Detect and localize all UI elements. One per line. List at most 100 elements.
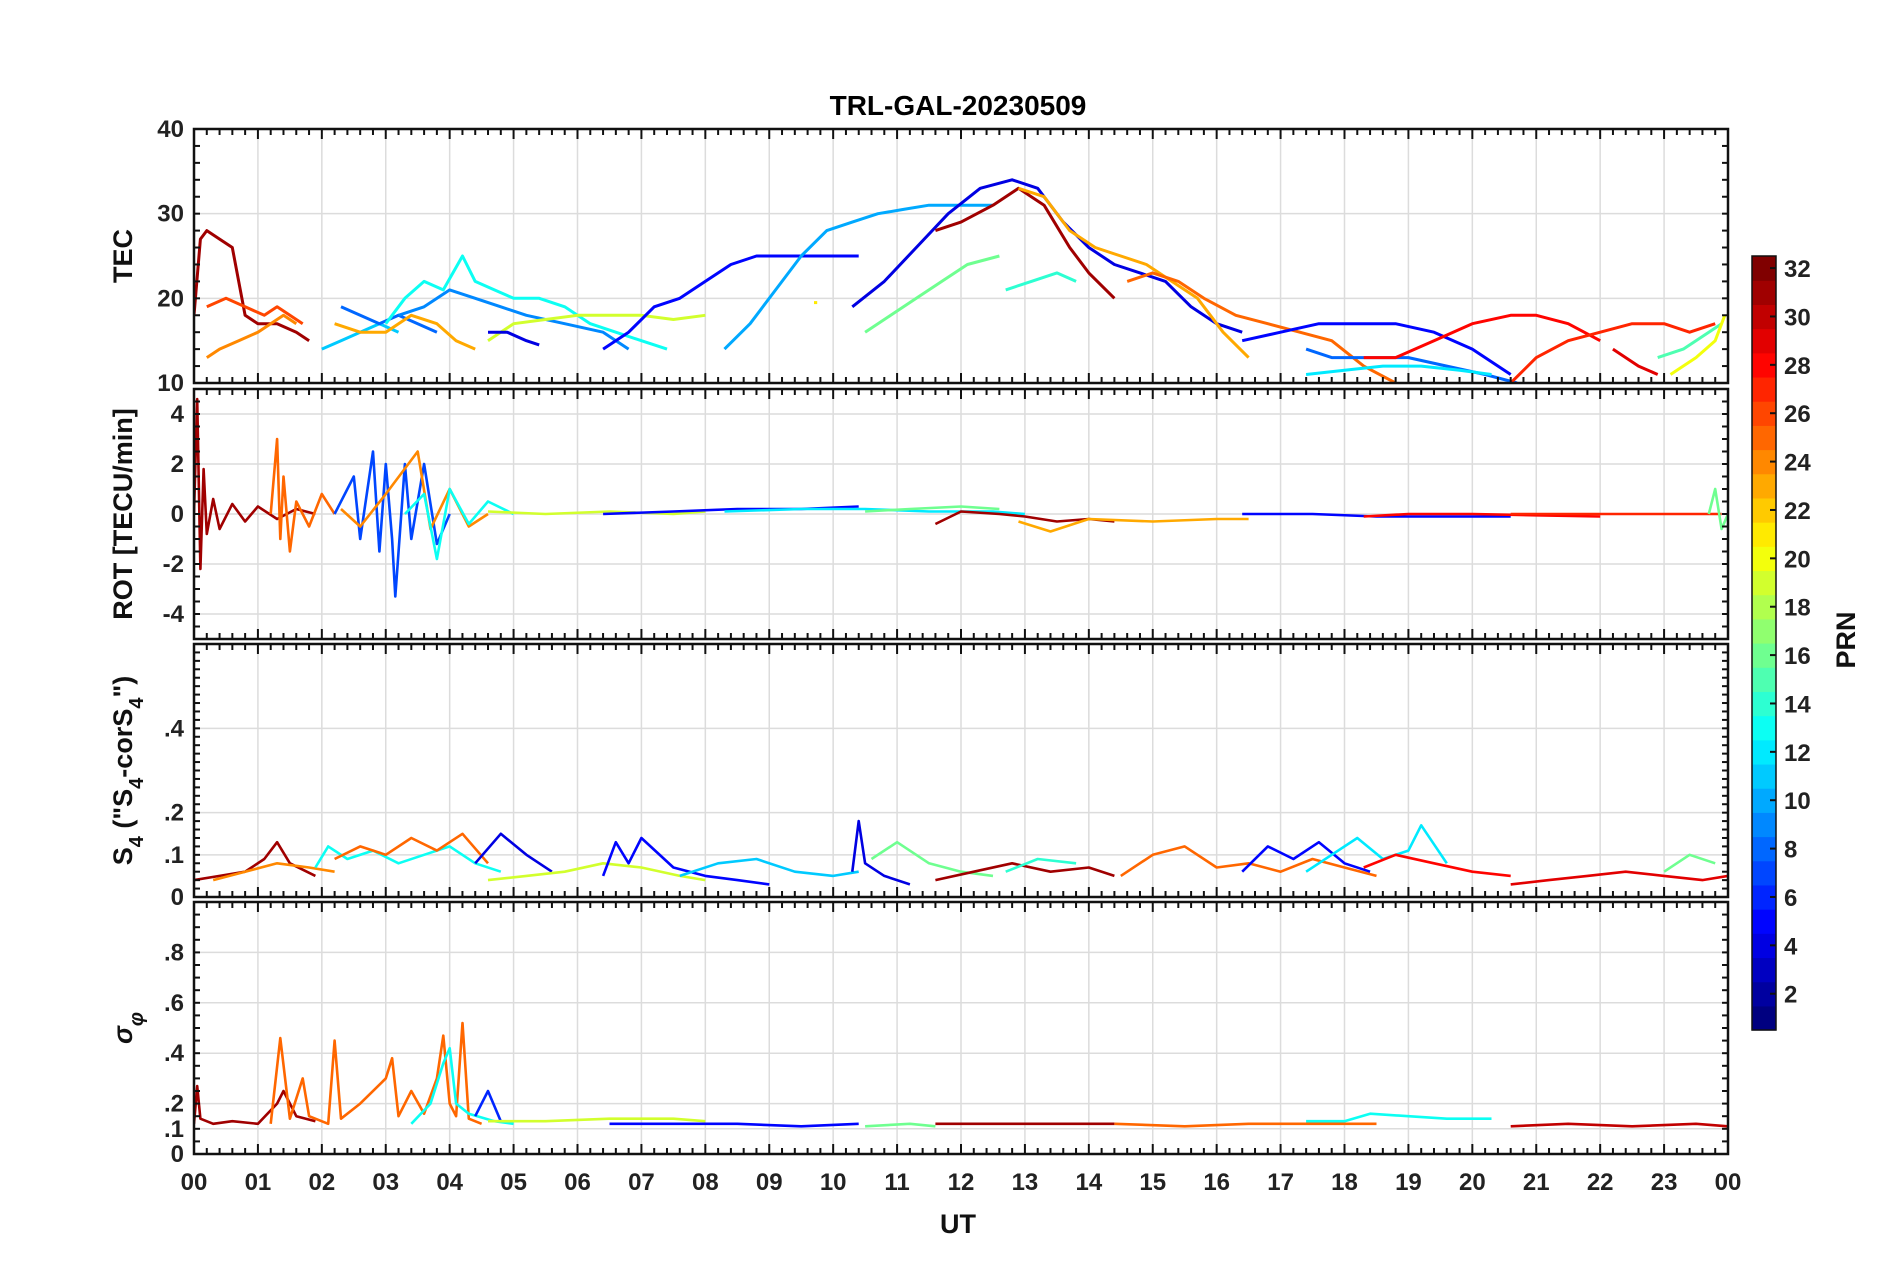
colorbar-tick-label: 30 <box>1784 304 1811 331</box>
series-line-prn-31 <box>194 840 316 882</box>
y-axis-label-sigphi: σφ <box>108 1012 148 1044</box>
series-line-prn-19 <box>487 510 706 516</box>
y-tick-label: .4 <box>164 1040 185 1067</box>
colorbar-tick-label: 4 <box>1784 933 1798 960</box>
series-line-prn-16 <box>1707 487 1728 531</box>
series-line-prn-15 <box>1657 322 1723 360</box>
series-line-prn-13 <box>1306 1112 1492 1123</box>
colorbar-segment <box>1752 328 1776 354</box>
colorbar-segment <box>1752 376 1776 402</box>
series-line-prn-30 <box>1510 1122 1728 1128</box>
series-line-prn-28 <box>1363 512 1601 518</box>
y-tick-label: .6 <box>164 990 184 1017</box>
y-tick-label: .2 <box>164 1091 184 1118</box>
colorbar-tick-label: 28 <box>1784 353 1811 380</box>
y-tick-label: .4 <box>164 715 185 742</box>
series-line-prn-5 <box>609 1122 859 1128</box>
x-tick-label: 19 <box>1395 1169 1422 1196</box>
y-tick-label: 0 <box>171 501 184 528</box>
x-tick-label: 13 <box>1012 1169 1039 1196</box>
y-tick-label: .1 <box>164 1116 184 1143</box>
colorbar-tick-label: 24 <box>1784 450 1811 477</box>
y-tick-label: 0 <box>171 1141 184 1168</box>
colorbar-segment <box>1752 280 1776 305</box>
series-line-prn-13 <box>384 254 668 351</box>
series-line-prn-7 <box>333 450 451 598</box>
y-tick-label: 20 <box>157 285 184 312</box>
colorbar-tick-label: 22 <box>1784 498 1811 525</box>
colorbar-tick-label: 10 <box>1784 788 1811 815</box>
series-line-prn-31 <box>935 861 1115 882</box>
colorbar-segment <box>1752 667 1776 692</box>
colorbar-tick-label: 16 <box>1784 643 1811 670</box>
x-tick-label: 17 <box>1267 1169 1294 1196</box>
x-tick-label: 23 <box>1651 1169 1678 1196</box>
series-line-prn-5 <box>601 836 770 886</box>
series-line-prn-29 <box>1612 347 1659 376</box>
panel-sigphi: 0.1.2 .4 .6 .8 σφ <box>108 900 1730 1168</box>
colorbar-tick-label: 6 <box>1784 885 1797 912</box>
colorbar-tick-label: 8 <box>1784 837 1797 864</box>
series-line-prn-5 <box>602 254 859 351</box>
x-tick-label: 04 <box>436 1169 463 1196</box>
colorbar-segment <box>1752 570 1776 596</box>
series-line-prn-14 <box>1005 857 1077 873</box>
colorbar-segment <box>1752 957 1776 983</box>
x-tick-label: 21 <box>1523 1169 1550 1196</box>
y-tick-label: 10 <box>157 370 184 397</box>
series-group <box>194 1021 1728 1128</box>
y-tick-label: .2 <box>164 800 184 827</box>
x-tick-label: 07 <box>628 1169 655 1196</box>
x-tick-label: 03 <box>372 1169 399 1196</box>
y-tick-label: .8 <box>164 939 184 966</box>
colorbar-segment <box>1752 812 1776 838</box>
colorbar-tick-label: 26 <box>1784 401 1811 428</box>
colorbar-segment <box>1752 715 1776 741</box>
colorbar-tick-label: 2 <box>1784 982 1797 1009</box>
series-line-prn-26 <box>206 296 304 325</box>
colorbar-frame <box>1751 255 1777 1031</box>
series-line-prn-31 <box>194 397 316 571</box>
panel-tec: 10 20 30 40 TEC <box>108 116 1730 397</box>
y-axis-label-s4: S4 ("S4-corS4") <box>108 676 148 866</box>
series-line-prn-29 <box>1510 870 1728 886</box>
series-line-prn-31 <box>934 186 1116 300</box>
colorbar-tick-label: 18 <box>1784 595 1811 622</box>
series-line-prn-24 <box>212 861 335 882</box>
series-line-prn-19 <box>487 313 706 342</box>
series-line-prn-28 <box>1363 313 1601 360</box>
series-line-prn-11 <box>679 857 859 878</box>
series-line-prn-5 <box>1241 840 1371 873</box>
colorbar-segment <box>1752 763 1776 789</box>
series-line-prn-28 <box>1363 853 1511 878</box>
panel-s4: 0 .1 .2 .4 S4 ("S4-corS4") <box>108 642 1730 911</box>
colorbar-segment <box>1752 473 1776 499</box>
x-tick-label: 00 <box>1715 1169 1742 1196</box>
series-line-prn-10 <box>723 203 993 351</box>
x-tick-label: 08 <box>692 1169 719 1196</box>
series-line-prn-16 <box>1663 853 1716 873</box>
series-group <box>194 819 1728 886</box>
panel-rot: -4 -2 0 2 4 ROT [TECU/min] <box>108 387 1730 641</box>
series-line-prn-31 <box>194 1084 316 1126</box>
series-line-prn-5 <box>1241 322 1512 376</box>
colorbar-label: PRN <box>1831 611 1861 668</box>
y-tick-label: -4 <box>163 601 185 628</box>
series-line-prn-16 <box>865 505 1000 513</box>
x-tick-label: 12 <box>948 1169 975 1196</box>
series-line-prn-25 <box>1126 271 1397 383</box>
series-line-prn-4 <box>474 832 553 873</box>
x-tick-label: 14 <box>1075 1169 1102 1196</box>
y-tick-label: .1 <box>164 842 184 869</box>
colorbar-segment <box>1752 618 1776 644</box>
series-line-prn-20 <box>1669 314 1727 376</box>
series-line-prn-4 <box>488 330 540 347</box>
colorbar-tick-label: 20 <box>1784 546 1811 573</box>
series-line-prn-25 <box>1120 845 1377 878</box>
colorbar-segment <box>1752 860 1776 886</box>
x-tick-label: 05 <box>500 1169 527 1196</box>
y-tick-label: 30 <box>157 201 184 228</box>
x-tick-label: 01 <box>245 1169 272 1196</box>
